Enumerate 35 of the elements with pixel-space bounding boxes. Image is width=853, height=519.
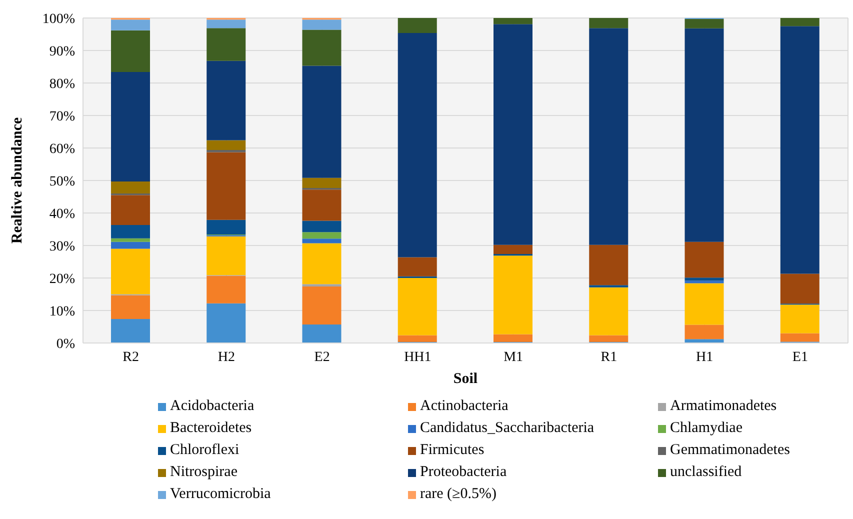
y-tick-label: 30% (49, 239, 76, 254)
x-tick-label: HH1 (404, 350, 432, 365)
legend-label: Actinobacteria (420, 398, 508, 415)
x-tick-label: M1 (504, 350, 524, 365)
x-tick-label: R2 (122, 350, 139, 365)
y-tick-label: 60% (49, 142, 76, 157)
legend-label: Nitrospirae (170, 464, 238, 481)
x-tick-label: E1 (792, 350, 808, 365)
y-tick-label: 20% (49, 272, 76, 287)
legend-label: unclassified (670, 464, 742, 481)
legend-label: Chlamydiae (670, 420, 742, 437)
legend-label: Acidobacteria (170, 398, 254, 415)
legend-label: Chloroflexi (170, 442, 240, 459)
legend-label: Verrucomicrobia (170, 486, 271, 503)
y-tick-label: 90% (49, 44, 76, 60)
legend-label: rare (≥0.5%) (420, 486, 497, 503)
y-tick-label: 100% (42, 12, 76, 27)
x-tick-label: E2 (314, 350, 330, 365)
y-tick-label: 70% (49, 109, 76, 124)
y-tick-label: 80% (49, 76, 76, 92)
y-axis-title: Realtive abundance (9, 117, 26, 244)
legend-label: Gemmatimonadetes (670, 442, 790, 459)
legend-label: Bacteroidetes (170, 420, 252, 437)
y-tick-label: 10% (49, 304, 76, 320)
legend-label: Candidatus_Saccharibacteria (420, 420, 594, 437)
y-tick-label: 50% (49, 174, 76, 190)
y-tick-label: 40% (49, 206, 76, 222)
legend-label: Firmicutes (420, 442, 484, 459)
x-tick-label: H2 (218, 350, 235, 365)
legend-label: Proteobacteria (420, 464, 507, 481)
legend-label: Armatimonadetes (670, 398, 777, 415)
y-tick-label: 0% (56, 336, 76, 352)
x-tick-label: H1 (696, 350, 714, 365)
x-axis-title: Soil (453, 371, 478, 387)
x-tick-label: R1 (600, 350, 618, 365)
